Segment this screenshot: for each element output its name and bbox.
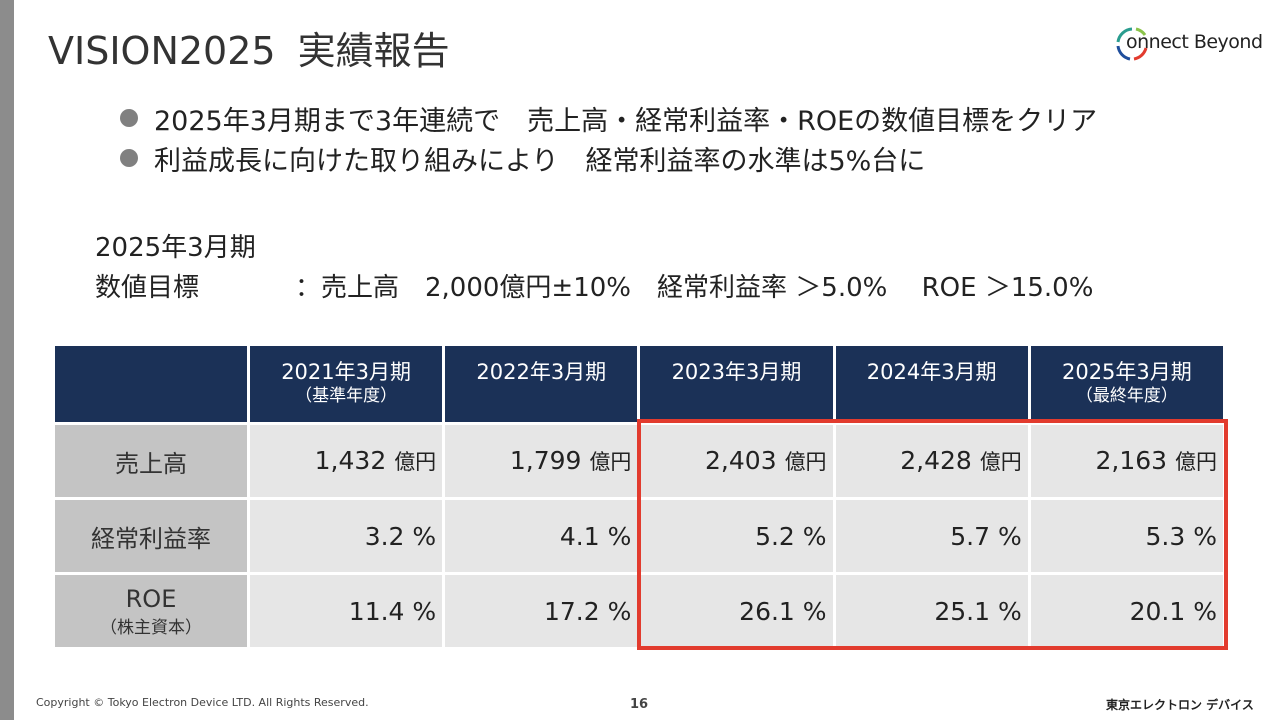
logo-ring-icon: [1116, 27, 1148, 61]
cell-unit: %: [1193, 596, 1217, 626]
table-cell: 1,432 億円: [250, 425, 443, 497]
target-line: 数値目標 ：売上高 2,000億円±10% 経常利益率 ＞5.0% ROE ＞15…: [95, 268, 1093, 308]
cell-value: 1,799: [509, 446, 582, 475]
bullet-dot-icon: [120, 109, 138, 127]
bullet-text: 2025年3月期まで3年連続で 売上高・経常利益率・ROEの数値目標をクリア: [154, 105, 1098, 137]
cell-unit: %: [1193, 521, 1217, 551]
cell-value: 5.7: [950, 521, 991, 551]
cell-unit: 億円: [589, 450, 632, 474]
table-cell: 3.2 %: [250, 500, 443, 572]
bullet-dot-icon: [120, 149, 138, 167]
table-cell: 4.1 %: [445, 500, 638, 572]
cell-unit: 億円: [1175, 450, 1217, 474]
cell-value: 2,403: [705, 446, 777, 475]
bullet-list: 2025年3月期まで3年連続で 売上高・経常利益率・ROEの数値目標をクリア 利…: [120, 98, 1097, 178]
cell-value: 5.3: [1145, 521, 1186, 551]
title-part-1: VISION2025: [48, 29, 276, 73]
table-cell: 5.3 %: [1030, 500, 1223, 572]
table-row-roe: ROE （株主資本） 11.4 % 17.2 % 26.1 % 25.1 % 20…: [55, 575, 1223, 647]
page-number: 16: [630, 697, 649, 712]
cell-unit: 億円: [979, 450, 1022, 474]
cell-unit: 億円: [784, 450, 827, 474]
table-cell: 25.1 %: [835, 575, 1028, 647]
left-accent-bar: [0, 0, 14, 720]
header-main: 2022年3月期: [476, 360, 607, 384]
cell-value: 25.1: [934, 596, 991, 626]
target-label: 数値目標: [95, 273, 200, 303]
header-sub: （基準年度）: [295, 386, 398, 406]
header-main: 2021年3月期: [281, 360, 411, 384]
cell-unit: %: [412, 521, 437, 551]
cell-value: 1,432: [314, 446, 387, 475]
table-row-ordinary-margin: 経常利益率 3.2 % 4.1 % 5.2 % 5.7 % 5.3 %: [55, 500, 1223, 572]
cell-unit: %: [997, 521, 1022, 551]
header-main: 2025年3月期: [1061, 360, 1192, 384]
table-cell: 5.2 %: [640, 500, 833, 572]
copyright-text: Copyright © Tokyo Electron Device LTD. A…: [36, 696, 369, 709]
numeric-target-block: 2025年3月期 数値目標 ：売上高 2,000億円±10% 経常利益率 ＞5.0…: [95, 228, 1093, 308]
target-period: 2025年3月期: [95, 233, 256, 263]
table-header-row: 2021年3月期 （基準年度） 2022年3月期 2023年3月期 2024年3月…: [55, 346, 1223, 422]
header-main: 2024年3月期: [866, 360, 997, 384]
slide-title: VISION2025 実績報告: [48, 20, 450, 75]
row-label: ROE: [125, 584, 177, 613]
bullet-item: 利益成長に向けた取り組みにより 経常利益率の水準は5%台に: [120, 138, 1097, 178]
table-cell: 17.2 %: [445, 575, 638, 647]
connect-beyond-logo: onnect Beyond: [1112, 22, 1263, 66]
company-brand: 東京エレクトロン デバイス: [1106, 698, 1254, 712]
cell-value: 2,428: [900, 446, 972, 475]
header-fy2022: 2022年3月期: [445, 346, 638, 422]
header-corner: [55, 346, 247, 422]
table-cell: 5.7 %: [835, 500, 1028, 572]
table-cell: 1,799 億円: [445, 425, 638, 497]
table-cell: 2,403 億円: [640, 425, 833, 497]
table-cell: 11.4 %: [250, 575, 443, 647]
cell-unit: %: [607, 521, 632, 551]
row-label: 売上高: [55, 425, 247, 497]
cell-value: 2,163: [1095, 446, 1168, 475]
row-label: 経常利益率: [55, 500, 247, 572]
cell-value: 11.4: [348, 596, 405, 626]
table-cell: 26.1 %: [640, 575, 833, 647]
row-sublabel: （株主資本）: [100, 617, 202, 638]
cell-unit: %: [412, 596, 437, 626]
cell-unit: %: [997, 596, 1022, 626]
cell-unit: %: [802, 521, 827, 551]
logo-text: onnect Beyond: [1126, 31, 1263, 53]
header-sub: （最終年度）: [1075, 386, 1178, 406]
cell-unit: 億円: [394, 450, 437, 474]
cell-value: 26.1: [739, 596, 795, 626]
bullet-item: 2025年3月期まで3年連続で 売上高・経常利益率・ROEの数値目標をクリア: [120, 98, 1097, 138]
table-cell: 20.1 %: [1030, 575, 1223, 647]
target-text: ：売上高 2,000億円±10% 経常利益率 ＞5.0% ROE ＞15.0%: [295, 273, 1094, 303]
cell-unit: %: [607, 596, 632, 626]
header-fy2021: 2021年3月期 （基準年度）: [250, 346, 443, 422]
cell-value: 3.2: [364, 521, 405, 551]
title-part-2: 実績報告: [297, 29, 450, 73]
bullet-text: 利益成長に向けた取り組みにより 経常利益率の水準は5%台に: [154, 145, 926, 177]
header-fy2023: 2023年3月期: [640, 346, 833, 422]
cell-value: 4.1: [559, 521, 600, 551]
table-cell: 2,163 億円: [1030, 425, 1223, 497]
results-table: 2021年3月期 （基準年度） 2022年3月期 2023年3月期 2024年3月…: [52, 343, 1226, 650]
table-row-sales: 売上高 1,432 億円 1,799 億円 2,403 億円 2,428 億円 …: [55, 425, 1223, 497]
row-label-cell: ROE （株主資本）: [55, 575, 247, 647]
header-fy2024: 2024年3月期: [835, 346, 1028, 422]
cell-unit: %: [802, 596, 827, 626]
cell-value: 5.2: [755, 521, 795, 551]
cell-value: 20.1: [1129, 596, 1186, 626]
table-cell: 2,428 億円: [835, 425, 1028, 497]
cell-value: 17.2: [543, 596, 600, 626]
header-fy2025: 2025年3月期 （最終年度）: [1030, 346, 1223, 422]
header-main: 2023年3月期: [671, 360, 802, 384]
